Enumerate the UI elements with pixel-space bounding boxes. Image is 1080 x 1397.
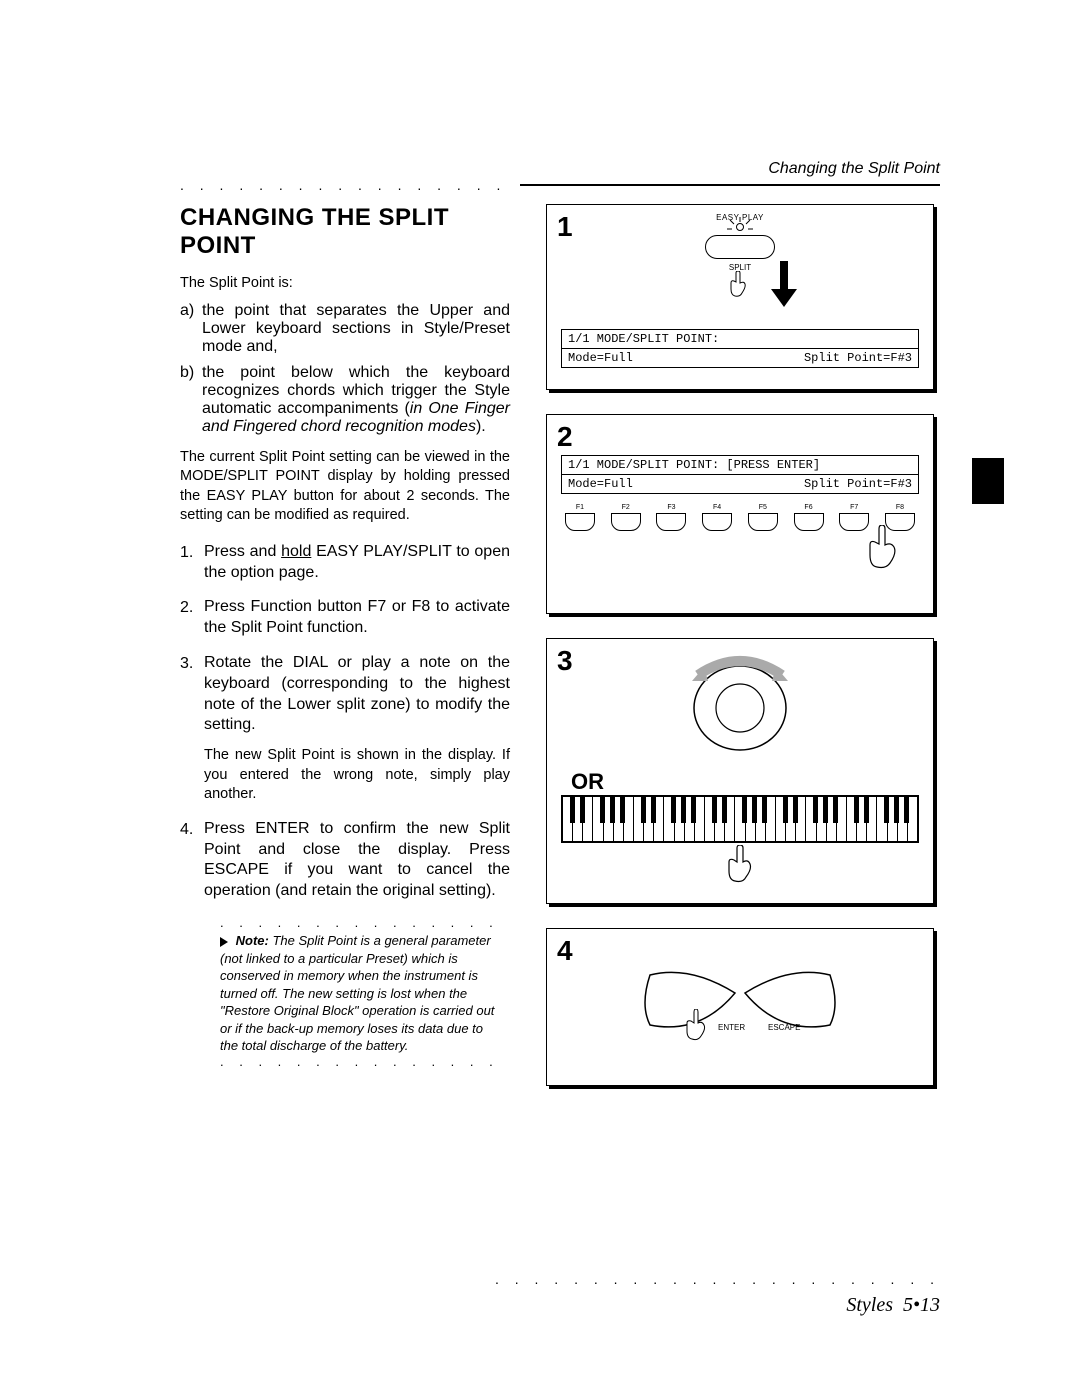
lcd1-split: Split Point=F#3 [804,351,912,365]
thumb-tab [972,458,1004,504]
lcd2-mode: Mode=Full [568,477,633,491]
def-letter: a) [180,302,202,356]
step-4-head: Press ENTER to confirm the new Split Poi… [204,819,510,902]
intro-text: The Split Point is: [180,274,510,294]
note-body: The Split Point is a general parameter (… [220,933,494,1053]
note-arrow-icon [220,937,228,947]
step-4: Press ENTER to confirm the new Split Poi… [180,819,510,902]
f2-button-icon [611,513,641,531]
running-header: Changing the Split Point [180,160,940,178]
panel-3-number: 3 [557,645,573,677]
text-column: CHANGING THE SPLIT POINT The Split Point… [180,204,510,1110]
def-letter: b) [180,364,202,436]
led-rays-icon [725,217,755,237]
definition-b: b) the point below which the keyboard re… [180,364,510,436]
panel-4: 4 ENTER ESCAPE [546,928,934,1086]
note-block: . . . . . . . . . . . . . . . . . . . . … [220,920,500,1067]
easyplay-button-icon [705,235,775,259]
hand-icon [725,845,755,883]
step1-pre: Press and [204,543,281,560]
f4-label: F4 [700,504,734,511]
lcd2-line1: 1/1 MODE/SPLIT POINT: [PRESS ENTER] [568,458,820,472]
keyboard-icon [561,795,919,843]
lcd2-split: Split Point=F#3 [804,477,912,491]
note-label: Note: [236,933,269,948]
def-text: the point that separates the Upper and L… [202,302,510,356]
note-dots-bottom: . . . . . . . . . . . . . . . . . . . . … [220,1059,500,1067]
lcd-display-1: 1/1 MODE/SPLIT POINT: Mode=Full Split Po… [561,329,919,368]
step-2: Press Function button F7 or F8 to activa… [180,597,510,639]
enter-escape-icon: ENTER ESCAPE [640,965,840,1043]
lcd1-line1: 1/1 MODE/SPLIT POINT: [568,332,719,346]
arrow-down-icon [771,261,797,312]
footer-page: 5•13 [903,1294,940,1316]
panel-2-number: 2 [557,421,573,453]
hand-icon [684,1009,708,1041]
hand-icon [728,271,748,297]
step-2-head: Press Function button F7 or F8 to activa… [204,597,510,639]
step-1: Press and hold EASY PLAY/SPLIT to open t… [180,542,510,584]
definition-a: a) the point that separates the Upper an… [180,302,510,356]
f6-label: F6 [792,504,826,511]
f4-button-icon [702,513,732,531]
def-text: the point below which the keyboard recog… [202,364,510,436]
note-dots-top: . . . . . . . . . . . . . . . . . . . . … [220,920,500,928]
panel-2: 2 1/1 MODE/SPLIT POINT: [PRESS ENTER] Mo… [546,414,934,614]
step-1-head: Press and hold EASY PLAY/SPLIT to open t… [204,542,510,584]
f3-button-icon [656,513,686,531]
f8-label: F8 [883,504,917,511]
f1-button-icon [565,513,595,531]
step-3: Rotate the DIAL or play a note on the ke… [180,653,510,805]
panel-4-number: 4 [557,935,573,967]
figure-column: 1 EASY PLAY SPLIT [546,204,934,1110]
f1-label: F1 [563,504,597,511]
footer-section: Styles [846,1294,893,1316]
step1-underline: hold [281,543,311,560]
lcd1-mode: Mode=Full [568,351,633,365]
note-text: Note: The Split Point is a general param… [220,932,500,1055]
step-3-sub: The new Split Point is shown in the disp… [204,746,510,805]
f3-label: F3 [654,504,688,511]
or-label: OR [571,769,604,795]
f5-label: F5 [746,504,780,511]
section-heading: CHANGING THE SPLIT POINT [180,204,510,260]
f7-label: F7 [837,504,871,511]
f6-button-icon [794,513,824,531]
f2-label: F2 [609,504,643,511]
f5-button-icon [748,513,778,531]
dial-icon [680,653,800,753]
footer-dots: . . . . . . . . . . . . . . . . . . . . … [180,1276,940,1284]
def-b-post: ). [476,418,486,435]
function-keys: F1 F2 F3 F4 F5 F6 F7 F8 [563,504,917,531]
hand-icon [865,525,899,569]
dotted-rule-left: . . . . . . . . . . . . . . . . . . . . … [180,182,520,190]
lcd-display-2: 1/1 MODE/SPLIT POINT: [PRESS ENTER] Mode… [561,455,919,494]
escape-label: ESCAPE [768,1023,800,1032]
panel-1: 1 EASY PLAY SPLIT [546,204,934,390]
step-3-head: Rotate the DIAL or play a note on the ke… [204,653,510,736]
enter-label: ENTER [718,1023,745,1032]
panel-3: 3 OR [546,638,934,904]
paragraph: The current Split Point setting can be v… [180,448,510,526]
header-rule [520,184,940,186]
panel-1-number: 1 [557,211,573,243]
page-footer: . . . . . . . . . . . . . . . . . . . . … [180,1276,940,1317]
